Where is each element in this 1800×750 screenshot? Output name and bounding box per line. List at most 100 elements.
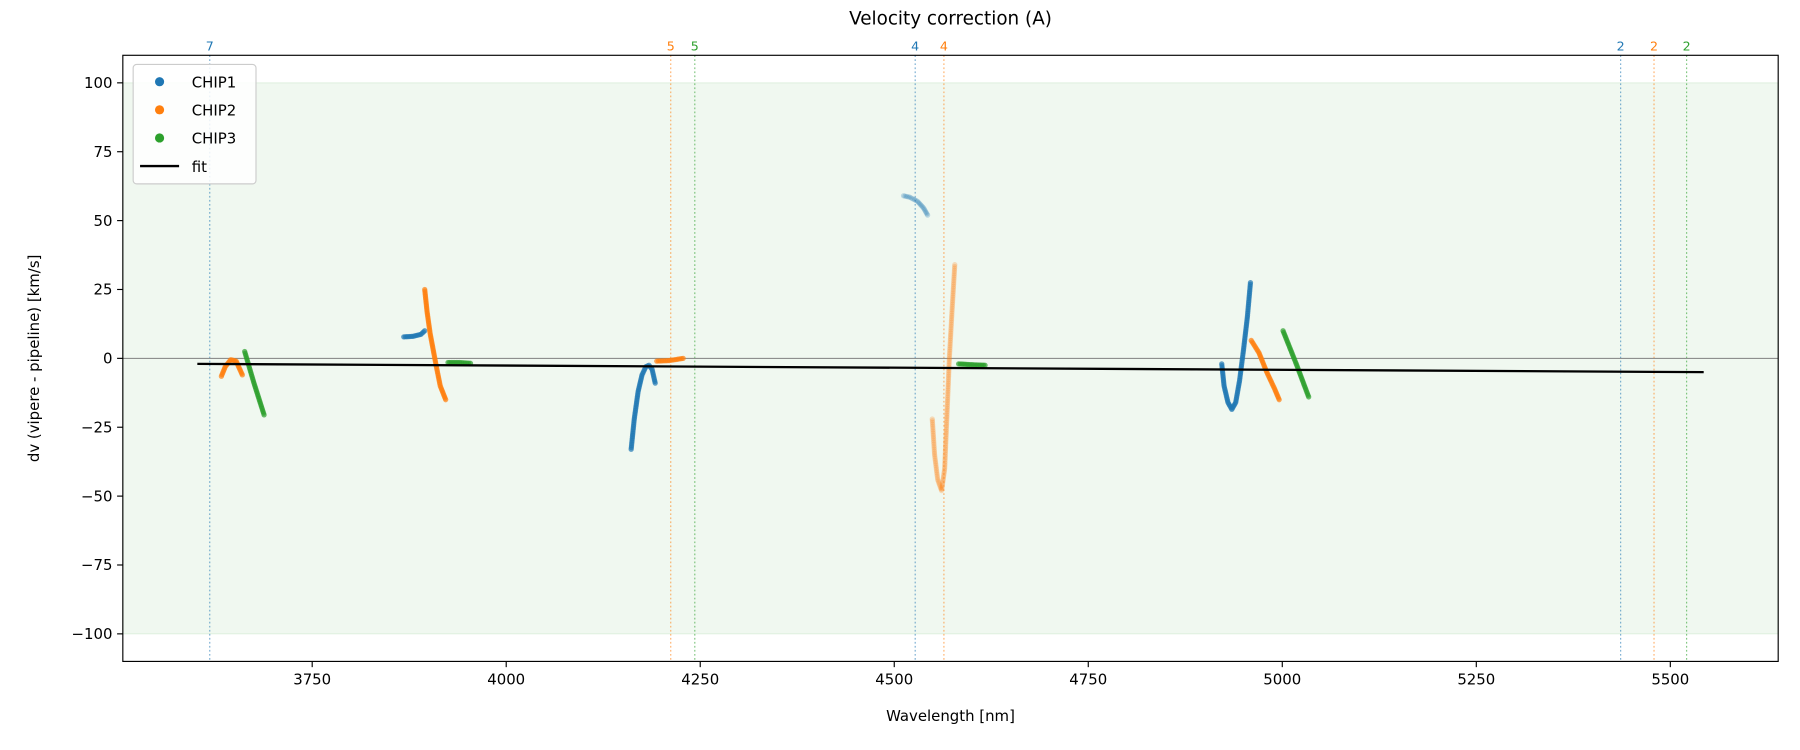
data-point: [910, 196, 916, 202]
fit-line: [197, 362, 1704, 374]
data-point: [946, 362, 952, 369]
data-point: [949, 299, 956, 306]
data-point: [942, 464, 948, 470]
data-point: [938, 486, 944, 492]
data-point: [929, 419, 936, 426]
data-point: [951, 267, 958, 273]
data-point: [944, 409, 950, 415]
data-point: [948, 330, 954, 336]
data-point: [934, 471, 940, 477]
data-point: [945, 384, 951, 390]
data-point: [943, 430, 949, 436]
data-point: [937, 484, 944, 491]
x-tick-label: 4750: [1069, 670, 1107, 688]
data-point: [949, 314, 955, 320]
data-point: [951, 278, 957, 284]
data-point: [931, 450, 938, 456]
data-point: [931, 444, 937, 451]
data-point: [941, 471, 947, 477]
x-tick-label: 4250: [681, 670, 719, 688]
data-point: [947, 346, 953, 353]
data-point: [944, 403, 950, 409]
data-point: [921, 206, 928, 213]
x-tick-label: 5250: [1457, 670, 1495, 688]
order-marker-label: 4: [940, 39, 948, 54]
data-point: [951, 265, 958, 271]
data-point: [943, 423, 950, 429]
data-point: [945, 375, 952, 381]
data-point: [929, 416, 935, 422]
data-point: [933, 468, 940, 474]
data-point: [919, 203, 925, 209]
order-marker-label: 5: [667, 39, 675, 54]
data-point: [949, 305, 955, 311]
data-point: [946, 368, 952, 374]
data-point: [942, 457, 948, 463]
data-point: [948, 316, 955, 322]
data-point: [949, 303, 955, 309]
data-point: [944, 401, 951, 408]
legend-marker-chip3: [154, 133, 165, 143]
data-point: [945, 389, 951, 395]
data-point: [930, 434, 937, 440]
data-point: [902, 193, 908, 199]
data-point: [239, 372, 245, 378]
data-point: [930, 436, 937, 442]
data-point: [948, 317, 955, 324]
order-marker-label: 2: [1683, 39, 1691, 54]
x-tick-label: 3750: [293, 670, 331, 688]
data-point: [908, 195, 914, 201]
legend-box: [132, 63, 257, 185]
data-point: [947, 341, 953, 347]
y-tick-label: 75: [94, 143, 113, 161]
data-point: [945, 387, 951, 393]
data-point: [946, 352, 953, 358]
data-point: [939, 484, 945, 490]
data-point: [943, 432, 949, 438]
data-point: [930, 430, 936, 436]
data-point: [950, 285, 957, 291]
data-point: [948, 325, 954, 331]
data-point: [935, 478, 941, 484]
data-point: [933, 460, 939, 467]
data-point: [931, 446, 937, 453]
legend: CHIP1 CHIP2 CHIP3 fit: [132, 63, 257, 185]
data-point: [947, 343, 953, 349]
data-point: [942, 462, 948, 468]
chart-title: Velocity correction (A): [849, 8, 1052, 29]
data-point: [949, 312, 955, 318]
y-tick-label: −75: [81, 556, 112, 574]
data-point: [930, 427, 936, 433]
fit-line-path: [197, 362, 1704, 374]
data-point: [942, 448, 949, 454]
data-point: [948, 321, 954, 327]
data-point: [935, 476, 941, 483]
data-point: [943, 435, 949, 441]
data-point: [931, 448, 938, 454]
data-point: [1306, 394, 1312, 400]
data-point: [945, 393, 951, 399]
data-point: [915, 199, 922, 206]
x-axis-label: Wavelength [nm]: [886, 707, 1015, 725]
data-point: [945, 373, 952, 379]
legend-marker-chip1: [154, 77, 165, 87]
data-point: [944, 398, 951, 404]
data-points: [218, 193, 1312, 494]
data-point: [950, 294, 956, 300]
data-point: [942, 444, 949, 450]
data-point: [921, 205, 927, 211]
data-point: [946, 353, 953, 360]
data-point: [942, 458, 948, 465]
data-point: [951, 280, 957, 286]
data-point: [942, 455, 948, 461]
data-point: [948, 328, 954, 335]
x-tick-label: 5000: [1263, 670, 1301, 688]
data-point: [907, 194, 913, 200]
data-point: [945, 377, 952, 383]
data-point: [941, 467, 948, 473]
data-point: [946, 357, 952, 363]
data-point: [948, 319, 955, 326]
data-point: [917, 202, 924, 208]
data-point: [941, 469, 947, 475]
legend-label-chip1: CHIP1: [192, 73, 237, 91]
